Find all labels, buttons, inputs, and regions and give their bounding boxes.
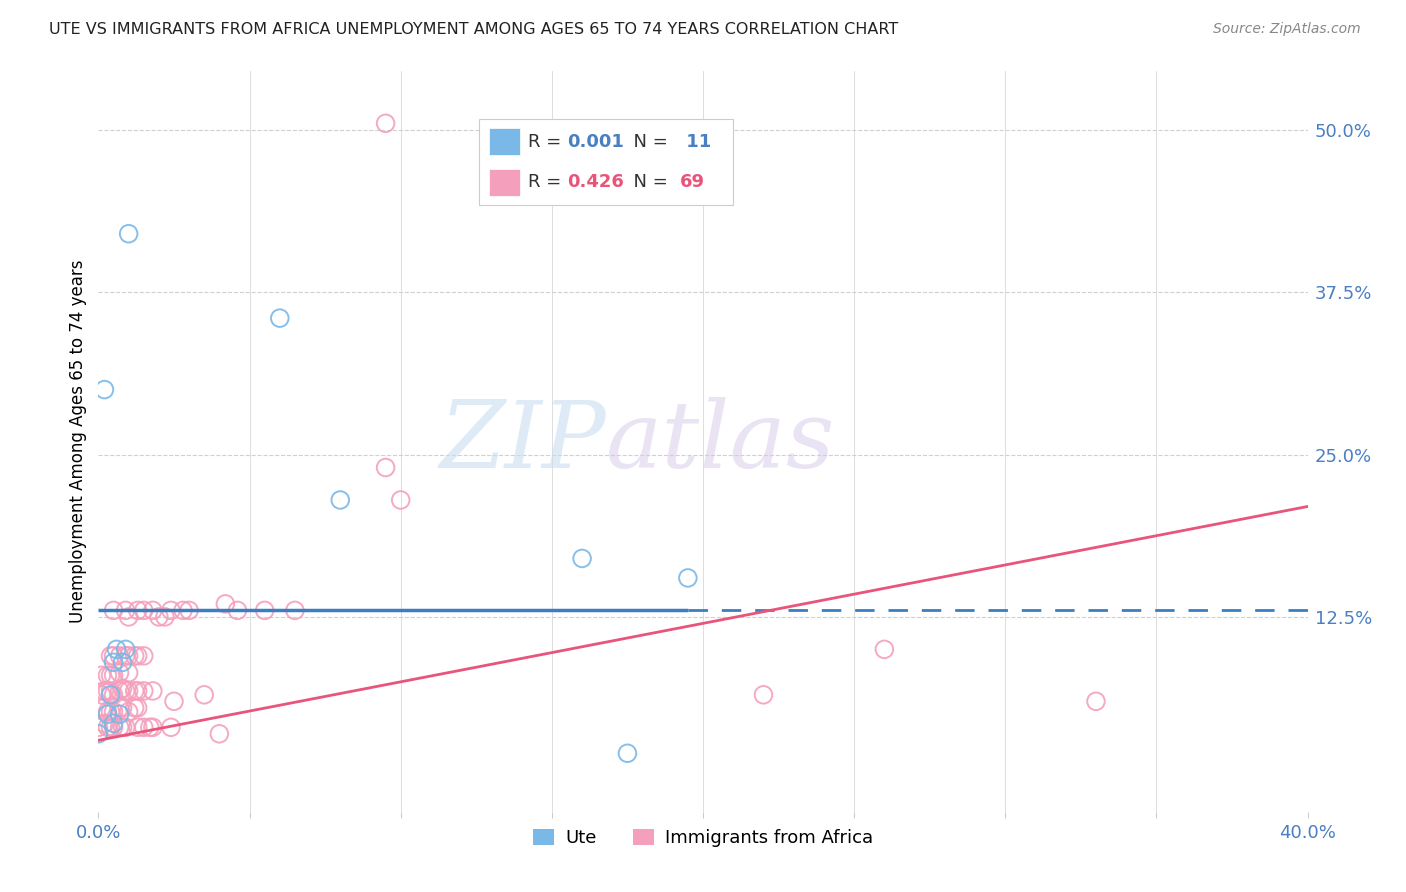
- Point: [329, 493, 352, 508]
- Point: [676, 571, 699, 585]
- Point: [93, 701, 115, 715]
- Point: [114, 648, 136, 663]
- Point: [132, 648, 155, 663]
- Point: [87, 720, 110, 734]
- Point: [253, 603, 276, 617]
- Point: [127, 603, 149, 617]
- Point: [752, 688, 775, 702]
- Point: [374, 116, 396, 130]
- Point: [93, 716, 115, 731]
- Point: [103, 688, 125, 702]
- Point: [571, 551, 593, 566]
- Point: [118, 648, 141, 663]
- Point: [103, 648, 125, 663]
- Point: [284, 603, 307, 617]
- Point: [193, 688, 215, 702]
- Point: [142, 684, 165, 698]
- Point: [142, 603, 165, 617]
- Point: [108, 707, 131, 722]
- Point: [103, 716, 125, 731]
- Point: [172, 603, 194, 617]
- Point: [132, 603, 155, 617]
- Y-axis label: Unemployment Among Ages 65 to 74 years: Unemployment Among Ages 65 to 74 years: [69, 260, 87, 624]
- Point: [114, 720, 136, 734]
- Point: [132, 684, 155, 698]
- Point: [142, 720, 165, 734]
- Text: ZIP: ZIP: [440, 397, 606, 486]
- Point: [93, 684, 115, 698]
- Point: [214, 597, 236, 611]
- Point: [153, 610, 176, 624]
- Point: [374, 460, 396, 475]
- Point: [127, 684, 149, 698]
- Point: [103, 656, 125, 670]
- Point: [118, 684, 141, 698]
- Point: [118, 705, 141, 719]
- Point: [389, 493, 412, 508]
- Point: [96, 668, 118, 682]
- Point: [103, 705, 125, 719]
- Point: [100, 720, 122, 734]
- Point: [148, 610, 170, 624]
- Point: [96, 707, 118, 722]
- Point: [108, 648, 131, 663]
- Text: Source: ZipAtlas.com: Source: ZipAtlas.com: [1213, 22, 1361, 37]
- Point: [124, 684, 146, 698]
- Point: [100, 705, 122, 719]
- Point: [96, 720, 118, 734]
- Point: [111, 701, 134, 715]
- Point: [127, 648, 149, 663]
- Point: [108, 684, 131, 698]
- Point: [96, 684, 118, 698]
- Point: [108, 665, 131, 680]
- Point: [90, 668, 112, 682]
- Legend: Ute, Immigrants from Africa: Ute, Immigrants from Africa: [526, 822, 880, 855]
- Point: [179, 603, 201, 617]
- Text: atlas: atlas: [606, 397, 835, 486]
- Point: [118, 227, 141, 241]
- Point: [163, 694, 186, 708]
- Point: [111, 720, 134, 734]
- Text: UTE VS IMMIGRANTS FROM AFRICA UNEMPLOYMENT AMONG AGES 65 TO 74 YEARS CORRELATION: UTE VS IMMIGRANTS FROM AFRICA UNEMPLOYME…: [49, 22, 898, 37]
- Point: [873, 642, 896, 657]
- Point: [87, 727, 110, 741]
- Point: [226, 603, 249, 617]
- Point: [127, 720, 149, 734]
- Point: [103, 603, 125, 617]
- Point: [100, 688, 122, 702]
- Point: [100, 648, 122, 663]
- Point: [114, 642, 136, 657]
- Point: [100, 684, 122, 698]
- Point: [103, 668, 125, 682]
- Point: [111, 656, 134, 670]
- Point: [103, 720, 125, 734]
- Point: [124, 701, 146, 715]
- Point: [124, 648, 146, 663]
- Point: [1085, 694, 1108, 708]
- Point: [132, 720, 155, 734]
- Point: [90, 701, 112, 715]
- Point: [114, 684, 136, 698]
- Point: [100, 668, 122, 682]
- Point: [93, 383, 115, 397]
- Point: [90, 688, 112, 702]
- Point: [118, 610, 141, 624]
- Point: [160, 603, 183, 617]
- Point: [127, 701, 149, 715]
- Point: [105, 642, 128, 657]
- Point: [114, 603, 136, 617]
- Point: [139, 720, 162, 734]
- Point: [118, 665, 141, 680]
- Point: [108, 720, 131, 734]
- Point: [269, 311, 291, 326]
- Point: [111, 681, 134, 696]
- Point: [108, 701, 131, 715]
- Point: [96, 705, 118, 719]
- Point: [616, 746, 638, 760]
- Point: [208, 727, 231, 741]
- Point: [160, 720, 183, 734]
